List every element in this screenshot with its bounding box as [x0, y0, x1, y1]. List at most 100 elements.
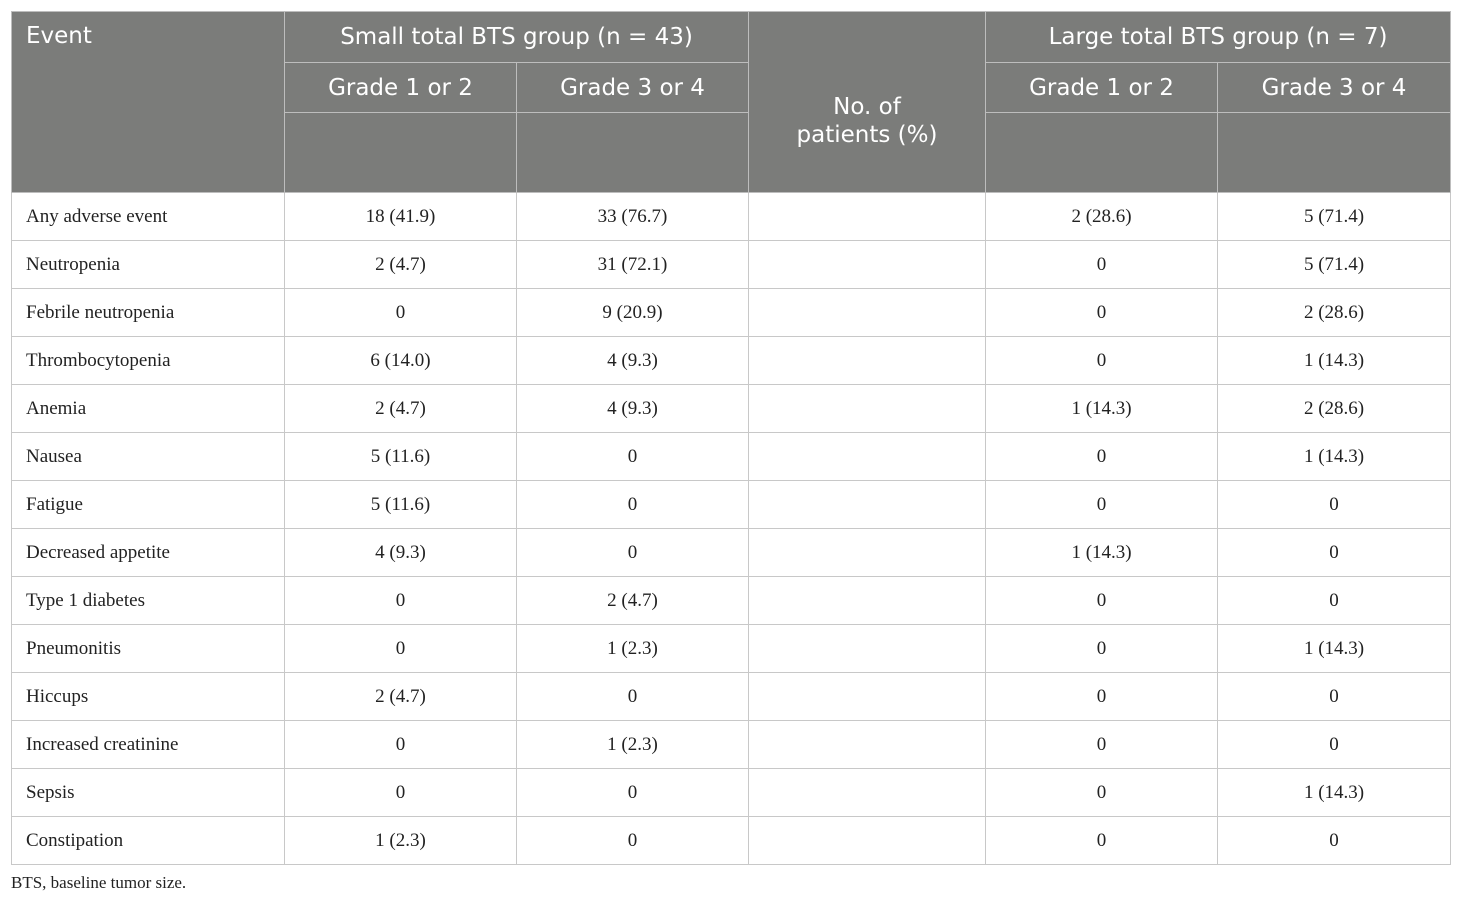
large-grade-34-header: Grade 3 or 4	[1217, 62, 1452, 113]
event-cell: Type 1 diabetes	[11, 576, 285, 625]
large-grade-12-cell: 0	[985, 672, 1219, 721]
small-group-header: Small total BTS group (n = 43)	[283, 11, 750, 63]
large-grade-34-cell: 5 (71.4)	[1217, 192, 1452, 241]
small-grade-34-cell: 1 (2.3)	[515, 720, 750, 769]
header-blank-cell	[1217, 112, 1452, 193]
patients-cell	[748, 576, 987, 625]
header-row-blank	[12, 112, 1452, 193]
event-cell: Fatigue	[11, 480, 285, 529]
patients-cell	[748, 768, 987, 817]
large-grade-34-cell: 5 (71.4)	[1217, 240, 1452, 289]
event-cell: Sepsis	[11, 768, 285, 817]
large-grade-12-cell: 0	[985, 480, 1219, 529]
small-grade-12-cell: 6 (14.0)	[284, 336, 517, 385]
patients-cell	[748, 480, 987, 529]
no-of-label: No. of	[833, 94, 901, 120]
large-grade-12-cell: 0	[985, 816, 1219, 865]
small-grade-12-cell: 18 (41.9)	[284, 192, 517, 241]
large-grade-34-cell: 2 (28.6)	[1217, 384, 1452, 433]
table-row: Fatigue 5 (11.6) 0 0 0	[11, 480, 1452, 529]
event-column-header: Event	[11, 11, 285, 193]
large-grade-12-cell: 1 (14.3)	[985, 384, 1219, 433]
small-grade-12-cell: 2 (4.7)	[284, 672, 517, 721]
event-cell: Anemia	[11, 384, 285, 433]
event-cell: Febrile neutropenia	[11, 288, 285, 337]
header-row-groups: Event Small total BTS group (n = 43) No.…	[11, 11, 1452, 193]
small-grade-34-cell: 0	[515, 816, 750, 865]
small-grade-34-cell: 4 (9.3)	[515, 336, 750, 385]
small-grade-34-cell: 2 (4.7)	[515, 576, 750, 625]
table-row: Anemia 2 (4.7) 4 (9.3) 1 (14.3) 2 (28.6)	[11, 384, 1452, 433]
small-grade-12-cell: 0	[284, 576, 517, 625]
patients-column-header: No. of patients (%)	[748, 11, 987, 193]
table-header: Event Small total BTS group (n = 43) No.…	[11, 11, 1452, 193]
table-row: Any adverse event 18 (41.9) 33 (76.7) 2 (28…	[11, 192, 1452, 241]
small-grade-34-cell: 0	[515, 480, 750, 529]
small-grade-12-cell: 2 (4.7)	[284, 384, 517, 433]
small-grade-12-cell: 0	[284, 288, 517, 337]
event-cell: Thrombocytopenia	[11, 336, 285, 385]
large-grade-12-cell: 0	[985, 720, 1219, 769]
table-row: Nausea 5 (11.6) 0 0 1 (14.3)	[11, 432, 1452, 481]
small-grade-34-cell: 1 (2.3)	[515, 624, 750, 673]
table-row: Increased creatinine 0 1 (2.3) 0 0	[11, 720, 1452, 769]
large-grade-34-cell: 0	[1217, 576, 1452, 625]
event-cell: Hiccups	[11, 672, 285, 721]
large-grade-12-cell: 2 (28.6)	[985, 192, 1219, 241]
small-grade-12-cell: 0	[284, 624, 517, 673]
patients-cell	[748, 192, 987, 241]
event-cell: Decreased appetite	[11, 528, 285, 577]
adverse-events-table-container: Event Small total BTS group (n = 43) No.…	[11, 11, 1452, 865]
patients-cell	[748, 288, 987, 337]
small-grade-34-cell: 9 (20.9)	[515, 288, 750, 337]
small-grade-34-cell: 4 (9.3)	[515, 384, 750, 433]
large-grade-34-cell: 1 (14.3)	[1217, 432, 1452, 481]
table-row: Sepsis 0 0 0 1 (14.3)	[11, 768, 1452, 817]
table-body: Any adverse event 18 (41.9) 33 (76.7) 2 (28…	[11, 192, 1452, 865]
large-grade-34-cell: 1 (14.3)	[1217, 624, 1452, 673]
small-grade-12-cell: 5 (11.6)	[284, 432, 517, 481]
patients-cell	[748, 528, 987, 577]
patients-cell	[748, 432, 987, 481]
table-footnote: BTS, baseline tumor size.	[11, 873, 187, 892]
large-grade-12-cell: 0	[985, 768, 1219, 817]
patients-cell	[748, 672, 987, 721]
small-grade-12-cell: 0	[284, 720, 517, 769]
event-cell: Any adverse event	[11, 192, 285, 241]
small-grade-34-cell: 33 (76.7)	[515, 192, 750, 241]
small-grade-12-cell: 4 (9.3)	[284, 528, 517, 577]
small-grade-34-cell: 0	[515, 768, 750, 817]
table-row: Decreased appetite 4 (9.3) 0 1 (14.3) 0	[11, 528, 1452, 577]
small-grade-12-cell: 2 (4.7)	[284, 240, 517, 289]
patients-cell	[748, 816, 987, 865]
adverse-events-table: Event Small total BTS group (n = 43) No.…	[11, 11, 1452, 865]
small-grade-12-cell: 1 (2.3)	[284, 816, 517, 865]
table-row: Febrile neutropenia 0 9 (20.9) 0 2 (28.6)	[11, 288, 1452, 337]
small-grade-34-header: Grade 3 or 4	[515, 62, 750, 113]
header-blank-cell	[985, 112, 1219, 193]
table-row: Type 1 diabetes 0 2 (4.7) 0 0	[11, 576, 1452, 625]
table-row: Thrombocytopenia 6 (14.0) 4 (9.3) 0 1 (14.3)	[11, 336, 1452, 385]
patients-cell	[748, 720, 987, 769]
large-grade-12-cell: 0	[985, 576, 1219, 625]
large-grade-34-cell: 0	[1217, 720, 1452, 769]
header-row-grades: Grade 1 or 2 Grade 3 or 4 Grade 1 or 2 G…	[12, 62, 1452, 113]
large-group-header: Large total BTS group (n = 7)	[985, 11, 1452, 63]
large-grade-34-cell: 0	[1217, 816, 1452, 865]
large-grade-34-cell: 2 (28.6)	[1217, 288, 1452, 337]
large-grade-12-cell: 0	[985, 288, 1219, 337]
large-grade-12-cell: 0	[985, 240, 1219, 289]
table-row: Neutropenia 2 (4.7) 31 (72.1) 0 5 (71.4)	[11, 240, 1452, 289]
patients-pct-label: patients (%)	[796, 122, 938, 148]
small-grade-34-cell: 0	[515, 672, 750, 721]
table-row: Constipation 1 (2.3) 0 0 0	[11, 816, 1452, 865]
small-grade-12-cell: 0	[284, 768, 517, 817]
table-row: Pneumonitis 0 1 (2.3) 0 1 (14.3)	[11, 624, 1452, 673]
large-grade-12-header: Grade 1 or 2	[985, 62, 1219, 113]
table-row: Hiccups 2 (4.7) 0 0 0	[11, 672, 1452, 721]
large-grade-12-cell: 0	[985, 336, 1219, 385]
patients-cell	[748, 240, 987, 289]
large-grade-34-cell: 0	[1217, 528, 1452, 577]
small-grade-34-cell: 31 (72.1)	[515, 240, 750, 289]
event-cell: Pneumonitis	[11, 624, 285, 673]
